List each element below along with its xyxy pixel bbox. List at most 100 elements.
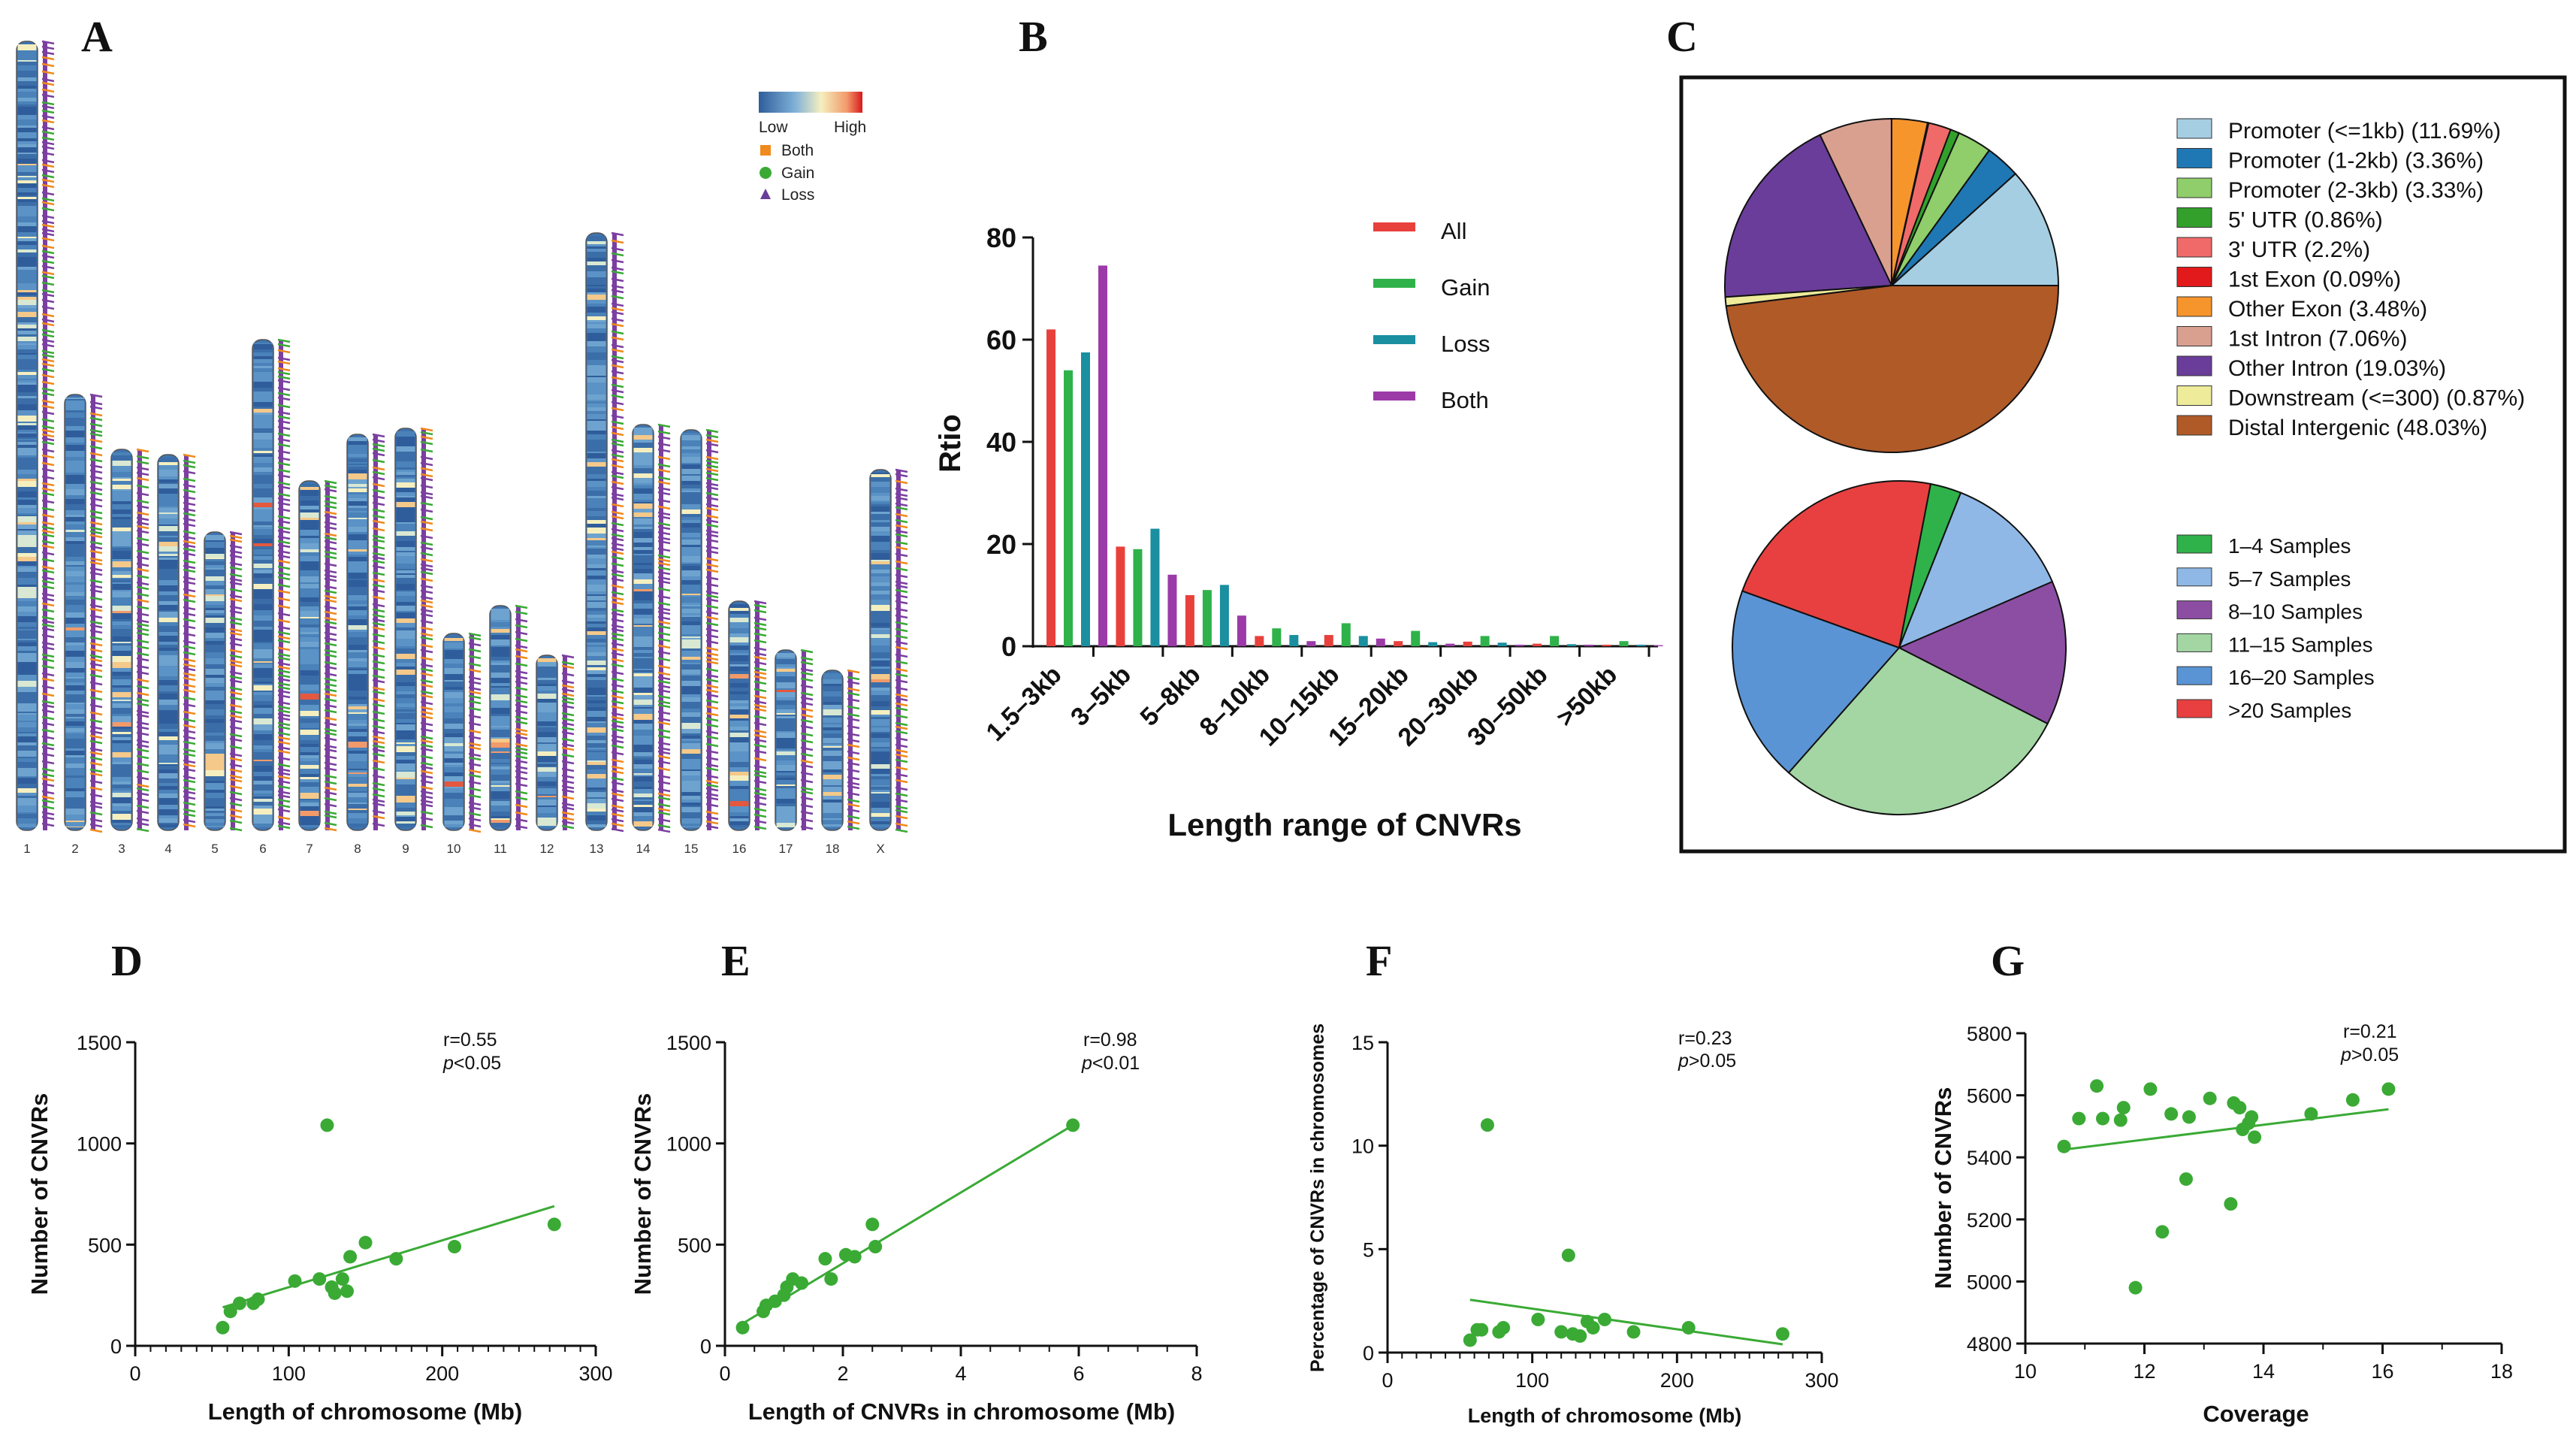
g-scatter-point <box>2245 1110 2259 1124</box>
d-y-tick-label: 1500 <box>77 1032 122 1054</box>
chromosome-band <box>348 511 367 512</box>
chromosome-band <box>823 684 842 686</box>
chromosome-band <box>587 376 606 377</box>
chromosome-band <box>491 763 510 764</box>
chromosome-band <box>348 772 367 774</box>
cnv-mark <box>372 822 385 827</box>
chromosome-band <box>300 730 319 735</box>
cnv-mark <box>561 802 575 807</box>
cnv-mark <box>41 387 55 392</box>
chromosome-band <box>17 232 37 237</box>
cnv-mark <box>420 715 433 720</box>
cnv-mark <box>277 700 291 706</box>
cnv-mark <box>420 710 433 715</box>
f-y-axis-label: Percentage of CNVRs in chromosomes <box>1307 1023 1328 1372</box>
chromosome-band <box>17 796 37 798</box>
cnv-mark <box>420 810 433 815</box>
cnv-mark <box>277 597 291 602</box>
cnv-mark <box>372 809 385 815</box>
cnv-mark <box>41 499 55 504</box>
chromosome-band <box>871 493 890 496</box>
chromosome-band <box>17 216 37 222</box>
chromosome-band <box>491 705 510 708</box>
chromosome-band <box>205 540 225 542</box>
cnv-mark <box>657 728 671 733</box>
chromosome-band <box>253 730 273 734</box>
chromosome-band <box>65 739 85 745</box>
chromosome-band <box>633 448 653 452</box>
chromosome-band <box>823 800 842 803</box>
chromosome-band <box>587 307 606 313</box>
cnv-mark <box>753 729 767 734</box>
chromosome-band <box>537 813 557 815</box>
cnv-mark <box>324 642 337 647</box>
cnv-mark <box>515 720 528 725</box>
chromosome-band <box>681 469 701 474</box>
cnv-mark <box>895 518 908 524</box>
chromosome-band <box>633 512 653 517</box>
chromosome-band <box>17 601 37 606</box>
chromosome-band <box>396 784 415 791</box>
chromosome-band <box>491 700 510 703</box>
chromosome-band <box>587 343 606 346</box>
chromosome-band <box>823 761 842 765</box>
chromosome-band <box>396 564 415 569</box>
cnv-mark <box>277 370 291 376</box>
chromosome-band <box>681 606 701 609</box>
chromosome-band <box>633 483 653 485</box>
cnv-mark <box>277 461 291 467</box>
chromosome-band <box>871 732 890 733</box>
chromosome-band <box>253 781 273 784</box>
cnv-mark <box>277 519 291 524</box>
cnv-mark <box>611 492 624 497</box>
chromosome-band <box>871 553 890 556</box>
cnv-mark <box>895 828 908 833</box>
cnv-mark <box>89 480 103 485</box>
cnv-mark <box>753 688 767 693</box>
cnv-mark <box>611 277 624 283</box>
cnv-mark <box>89 823 103 828</box>
chromosome-band <box>205 813 225 816</box>
chromosome-band <box>17 89 37 92</box>
chromosome-band <box>348 667 367 669</box>
chromosome-band <box>823 703 842 705</box>
cnv-mark <box>895 673 908 678</box>
chromosome-band <box>776 658 796 659</box>
cnv-mark <box>41 579 55 585</box>
cnv-mark <box>41 45 55 50</box>
chromosome-band <box>112 455 131 461</box>
chromosome-band <box>681 457 701 463</box>
chromosome-band <box>871 695 890 701</box>
chromosome-band <box>396 744 415 746</box>
chromosome-band <box>17 612 37 616</box>
chromosome-band <box>681 540 701 545</box>
cnv-mark <box>89 557 103 562</box>
cnv-mark <box>324 555 337 560</box>
chromosome-band <box>159 536 178 537</box>
chromosome-band <box>633 547 653 550</box>
chromosome-band <box>253 594 273 599</box>
cnv-mark <box>229 642 243 647</box>
chromosome-band <box>444 729 464 733</box>
cnv-mark <box>611 632 624 637</box>
cnv-mark <box>136 581 149 586</box>
chromosome-band <box>65 736 85 739</box>
cnv-mark <box>183 564 196 570</box>
chromosome-band <box>633 627 653 631</box>
cnv-mark <box>705 688 719 694</box>
cnv-mark <box>611 510 624 515</box>
b-legend-both-label: Both <box>1441 387 1489 413</box>
chromosome-band <box>17 487 37 491</box>
chromosome-band <box>587 645 606 647</box>
chromosome-band <box>681 597 701 603</box>
chromosome-band <box>444 655 464 659</box>
cnv-mark <box>324 605 337 610</box>
cnv-mark <box>847 768 860 773</box>
chromosome-band <box>729 715 749 718</box>
b-bar-loss <box>1289 635 1299 646</box>
chromosome-band <box>159 462 178 465</box>
chromosome-band <box>205 764 225 770</box>
cnv-mark <box>41 223 55 228</box>
chromosome-band <box>396 630 415 633</box>
chromosome-band <box>776 724 796 728</box>
